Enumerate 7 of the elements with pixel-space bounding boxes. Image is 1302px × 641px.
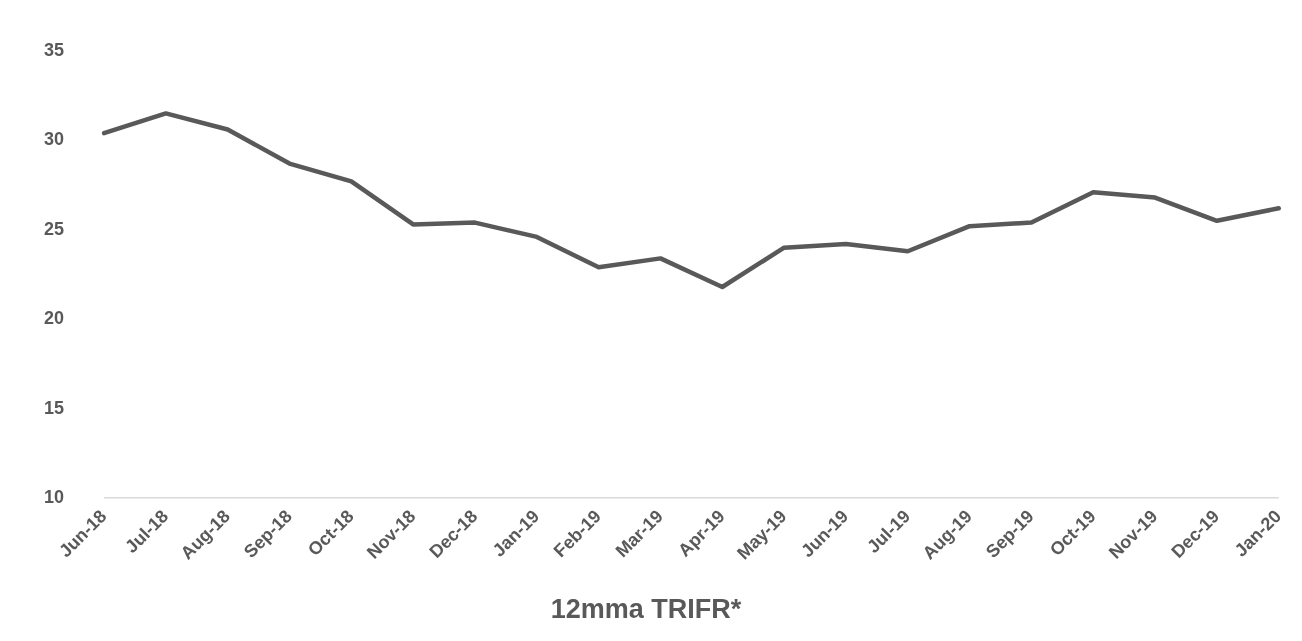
text: 12mma TRIFR* (550, 594, 742, 625)
y-tick-label: 20 (43, 308, 65, 329)
y-tick-label: 10 (43, 487, 65, 508)
y-tick-label: 15 (43, 397, 65, 418)
y-tick-label: 30 (43, 129, 65, 150)
y-tick-label: 25 (43, 218, 65, 239)
y-tick-label: 35 (43, 39, 65, 60)
